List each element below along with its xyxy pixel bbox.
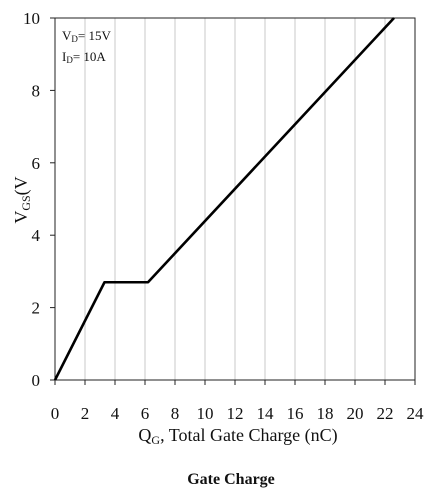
x-tick-label: 8 — [171, 404, 180, 423]
y-tick-label: 8 — [32, 81, 41, 100]
y-tick-label: 4 — [32, 226, 41, 245]
annotation-vd-sub: D — [71, 34, 78, 44]
x-tick-label: 6 — [141, 404, 150, 423]
annotation-id-main: I — [62, 49, 66, 64]
x-axis-title-main: Q — [138, 425, 151, 445]
gate-charge-series-line-0 — [53, 17, 395, 381]
x-tick-label: 18 — [317, 404, 334, 423]
x-tick-label: 12 — [227, 404, 244, 423]
x-tick-label: 2 — [81, 404, 90, 423]
y-tick-label: 2 — [32, 299, 41, 318]
annotation-vd-rest: = 15V — [78, 28, 112, 43]
x-tick-label: 10 — [197, 404, 214, 423]
y-axis-title-sub: GS — [19, 195, 33, 210]
x-axis-title-sub: G — [151, 433, 160, 447]
x-axis-title: QG, Total Gate Charge (nC) — [138, 425, 337, 447]
chart-title: Gate Charge — [187, 471, 275, 488]
x-axis-title-rest: , Total Gate Charge (nC) — [160, 425, 338, 446]
x-tick-label: 16 — [287, 404, 304, 423]
y-tick-label: 6 — [32, 154, 41, 173]
annotation-vd: VD= 15V — [62, 28, 111, 44]
x-tick-label: 24 — [407, 404, 424, 423]
y-tick-label: 0 — [32, 371, 41, 390]
grid-layer — [84, 18, 386, 380]
y-axis-title-rest: (V — [11, 176, 32, 195]
x-tick-label: 0 — [51, 404, 60, 423]
x-tick-label: 4 — [111, 404, 120, 423]
annotation-id-rest: = 10A — [73, 49, 107, 64]
svg-text:ID= 10A: ID= 10A — [62, 49, 106, 65]
series-layer — [53, 17, 395, 381]
x-tick-label: 20 — [347, 404, 364, 423]
x-tick-label: 14 — [257, 404, 275, 423]
annotation-id-sub: D — [66, 55, 73, 65]
svg-text:VD= 15V: VD= 15V — [62, 28, 111, 44]
y-axis-title-main: V — [11, 211, 31, 224]
annotation-id: ID= 10A — [62, 49, 106, 65]
y-axis-title: VGS(V — [11, 176, 33, 223]
x-tick-label: 22 — [377, 404, 394, 423]
annotation-vd-main: V — [62, 28, 72, 43]
y-tick-label: 10 — [23, 9, 40, 28]
